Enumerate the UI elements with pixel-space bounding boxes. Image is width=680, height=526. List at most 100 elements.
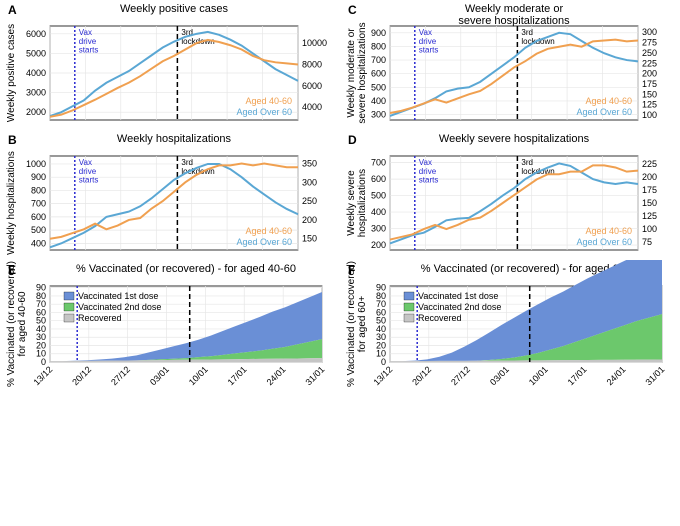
panel-E: 010203040506070809013/1220/1227/1203/011… <box>0 260 340 410</box>
legend-swatch <box>64 303 74 311</box>
svg-text:31/01: 31/01 <box>643 364 666 387</box>
panel-A: 2000300040005000600040006000800010000AWe… <box>0 0 340 130</box>
svg-text:100: 100 <box>642 224 657 234</box>
legend-swatch <box>404 314 414 322</box>
svg-text:225: 225 <box>642 58 657 68</box>
svg-text:150: 150 <box>642 89 657 99</box>
svg-text:600: 600 <box>31 212 46 222</box>
svg-text:Vaccinated 2nd dose: Vaccinated 2nd dose <box>78 302 161 312</box>
svg-text:% Vaccinated (or recovered)for: % Vaccinated (or recovered)for aged 60+ <box>346 261 368 387</box>
svg-text:800: 800 <box>31 185 46 195</box>
svg-text:Recovered: Recovered <box>418 313 462 323</box>
svg-text:90: 90 <box>36 283 46 293</box>
svg-text:300: 300 <box>302 177 317 187</box>
svg-text:700: 700 <box>371 158 386 168</box>
svg-text:300: 300 <box>371 224 386 234</box>
svg-text:800: 800 <box>371 41 386 51</box>
svg-text:150: 150 <box>302 234 317 244</box>
svg-text:Weekly positive cases: Weekly positive cases <box>120 3 229 15</box>
svg-text:Aged 40-60: Aged 40-60 <box>585 226 632 236</box>
svg-text:900: 900 <box>371 28 386 38</box>
svg-text:350: 350 <box>302 159 317 169</box>
svg-text:8000: 8000 <box>302 59 322 69</box>
svg-text:6000: 6000 <box>302 81 322 91</box>
svg-text:% Vaccinated (or recovered)for: % Vaccinated (or recovered)for aged 40-6… <box>6 261 28 387</box>
svg-text:100: 100 <box>642 110 657 120</box>
svg-text:Recovered: Recovered <box>78 313 122 323</box>
svg-text:Vaccinated 1st dose: Vaccinated 1st dose <box>418 291 498 301</box>
svg-text:275: 275 <box>642 38 657 48</box>
svg-text:125: 125 <box>642 100 657 110</box>
svg-text:Weekly severe hospitalizations: Weekly severe hospitalizations <box>439 133 590 145</box>
svg-text:Aged Over 60: Aged Over 60 <box>236 237 292 247</box>
svg-text:4000: 4000 <box>302 102 322 112</box>
svg-text:75: 75 <box>642 237 652 247</box>
svg-text:400: 400 <box>371 96 386 106</box>
legend-swatch <box>64 314 74 322</box>
legend-swatch <box>404 303 414 311</box>
svg-text:10000: 10000 <box>302 38 327 48</box>
svg-text:200: 200 <box>371 240 386 250</box>
svg-text:27/12: 27/12 <box>109 364 132 387</box>
svg-text:24/01: 24/01 <box>605 364 628 387</box>
svg-text:200: 200 <box>642 69 657 79</box>
panel-B: 4005006007008009001000150200250300350BWe… <box>0 130 340 260</box>
svg-text:Weekly hospitalizations: Weekly hospitalizations <box>117 133 232 145</box>
svg-text:2000: 2000 <box>26 107 46 117</box>
svg-text:20/12: 20/12 <box>410 364 433 387</box>
legend-swatch <box>404 292 414 300</box>
svg-text:400: 400 <box>31 238 46 248</box>
svg-text:250: 250 <box>302 196 317 206</box>
svg-text:20/12: 20/12 <box>70 364 93 387</box>
svg-text:500: 500 <box>371 82 386 92</box>
svg-text:Weekly severehospitalizations: Weekly severehospitalizations <box>346 169 368 237</box>
svg-text:C: C <box>348 3 357 17</box>
svg-text:700: 700 <box>371 55 386 65</box>
svg-text:500: 500 <box>371 191 386 201</box>
svg-text:150: 150 <box>642 198 657 208</box>
svg-text:03/01: 03/01 <box>488 364 511 387</box>
svg-text:600: 600 <box>371 69 386 79</box>
svg-text:Weekly positive cases: Weekly positive cases <box>6 24 17 122</box>
svg-text:Vaccinated 2nd dose: Vaccinated 2nd dose <box>418 302 501 312</box>
svg-text:300: 300 <box>642 27 657 37</box>
svg-text:700: 700 <box>31 199 46 209</box>
svg-text:175: 175 <box>642 79 657 89</box>
svg-text:Aged Over 60: Aged Over 60 <box>576 107 632 117</box>
svg-text:900: 900 <box>31 172 46 182</box>
svg-text:Weekly moderate orsevere hospi: Weekly moderate orsevere hospitalization… <box>458 3 570 27</box>
svg-text:Aged 40-60: Aged 40-60 <box>245 226 292 236</box>
svg-text:D: D <box>348 133 357 147</box>
svg-text:1000: 1000 <box>26 159 46 169</box>
svg-text:Aged 40-60: Aged 40-60 <box>585 96 632 106</box>
svg-text:6000: 6000 <box>26 29 46 39</box>
svg-text:13/12: 13/12 <box>31 364 54 387</box>
svg-text:03/01: 03/01 <box>148 364 171 387</box>
svg-text:Aged 40-60: Aged 40-60 <box>245 96 292 106</box>
legend-swatch <box>64 292 74 300</box>
panel-C: 3004005006007008009001001251501752002252… <box>340 0 680 130</box>
svg-text:17/01: 17/01 <box>566 364 589 387</box>
svg-text:Aged Over 60: Aged Over 60 <box>576 237 632 247</box>
svg-text:Weekly hospitalizations: Weekly hospitalizations <box>6 151 17 255</box>
svg-text:5000: 5000 <box>26 48 46 58</box>
svg-text:Aged Over 60: Aged Over 60 <box>236 107 292 117</box>
svg-text:% Vaccinated (or recovered) -: % Vaccinated (or recovered) - for aged 4… <box>76 263 296 275</box>
panel-D: 20030040050060070075100125150175200225DW… <box>340 130 680 260</box>
svg-text:250: 250 <box>642 48 657 58</box>
svg-text:10/01: 10/01 <box>187 364 210 387</box>
svg-text:90: 90 <box>376 283 386 293</box>
svg-text:400: 400 <box>371 207 386 217</box>
svg-text:Vaccinated 1st dose: Vaccinated 1st dose <box>78 291 158 301</box>
svg-text:600: 600 <box>371 174 386 184</box>
svg-text:3000: 3000 <box>26 88 46 98</box>
svg-text:4000: 4000 <box>26 68 46 78</box>
svg-text:13/12: 13/12 <box>371 364 394 387</box>
svg-text:225: 225 <box>642 159 657 169</box>
panel-F: 010203040506070809013/1220/1227/1203/011… <box>340 260 680 410</box>
figure: 2000300040005000600040006000800010000AWe… <box>0 0 680 526</box>
svg-text:175: 175 <box>642 185 657 195</box>
svg-text:500: 500 <box>31 225 46 235</box>
svg-text:31/01: 31/01 <box>303 364 326 387</box>
svg-text:24/01: 24/01 <box>265 364 288 387</box>
